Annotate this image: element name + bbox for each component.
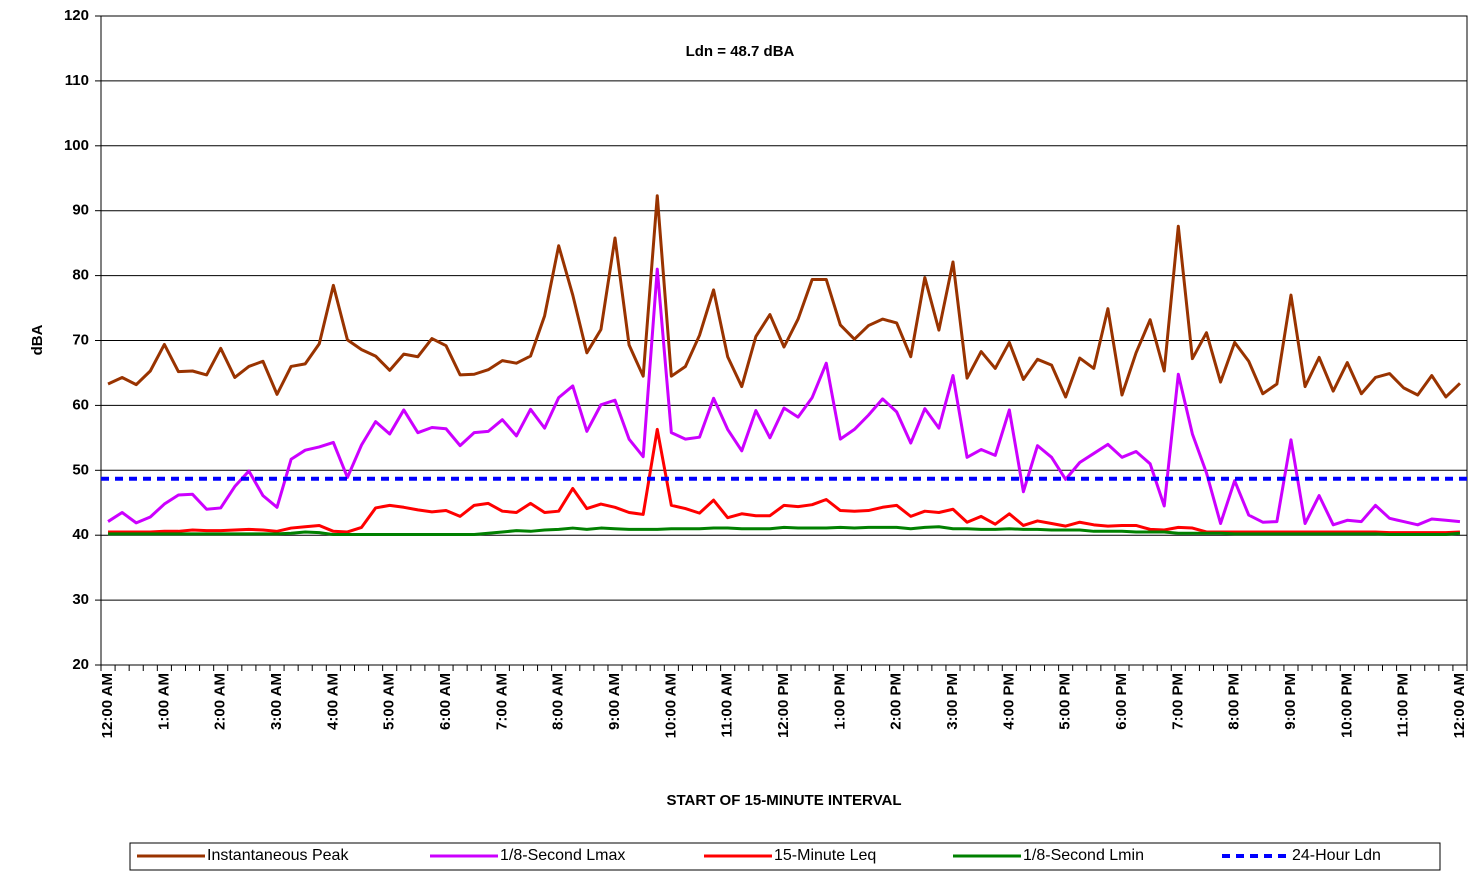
x-tick-label: 3:00 PM — [944, 673, 961, 730]
series-line — [107, 267, 1461, 527]
x-tick-label: 4:00 PM — [1000, 673, 1017, 730]
legend-label: 15-Minute Leq — [774, 847, 876, 864]
annotation: Ldn = 48.7 dBA — [686, 43, 795, 60]
y-tick-label: 20 — [72, 656, 89, 673]
y-tick-label: 110 — [65, 72, 89, 89]
legend-box — [129, 842, 1441, 871]
y-tick-label: 60 — [72, 396, 89, 413]
x-tick-label: 11:00 AM — [719, 673, 736, 737]
y-tick-label: 30 — [72, 591, 89, 608]
series-line — [107, 194, 1462, 399]
x-tick-label: 1:00 PM — [831, 673, 848, 730]
legend-label: 24-Hour Ldn — [1292, 847, 1381, 864]
x-tick-label: 7:00 PM — [1169, 673, 1186, 730]
x-tick-label: 7:00 AM — [493, 673, 510, 730]
x-tick-label: 2:00 PM — [888, 673, 905, 730]
x-tick-label: 1:00 AM — [155, 673, 172, 730]
x-tick-label: 12:00 AM — [1451, 673, 1468, 738]
x-tick-label: 9:00 AM — [606, 673, 623, 730]
x-tick-label: 12:00 PM — [775, 673, 792, 738]
x-tick-label: 5:00 PM — [1057, 673, 1074, 730]
legend-label: 1/8-Second Lmax — [500, 847, 625, 864]
x-tick-label: 10:00 AM — [662, 673, 679, 738]
y-tick-label: 100 — [64, 137, 89, 154]
y-axis-title: dBA — [29, 324, 46, 355]
x-tick-label: 12:00 AM — [99, 673, 116, 738]
x-tick-label: 8:00 AM — [550, 673, 567, 730]
x-tick-label: 6:00 PM — [1113, 673, 1130, 730]
y-tick-label: 90 — [72, 202, 89, 219]
x-tick-label: 5:00 AM — [381, 673, 398, 730]
x-tick-label: 6:00 AM — [437, 673, 454, 730]
series-line — [108, 525, 1461, 537]
x-tick-label: 2:00 AM — [212, 673, 229, 730]
x-axis-title: START OF 15-MINUTE INTERVAL — [666, 792, 901, 809]
y-tick-label: 80 — [72, 267, 89, 284]
y-tick-label: 70 — [72, 331, 89, 348]
legend-label: 1/8-Second Lmin — [1023, 847, 1144, 864]
x-tick-label: 4:00 AM — [324, 673, 341, 730]
plot-border — [100, 15, 1468, 666]
y-tick-label: 120 — [64, 7, 89, 24]
x-tick-label: 11:00 PM — [1395, 673, 1412, 737]
x-tick-label: 8:00 PM — [1226, 673, 1243, 730]
y-tick-label: 50 — [72, 461, 89, 478]
x-tick-label: 10:00 PM — [1338, 673, 1355, 738]
x-tick-label: 9:00 PM — [1282, 673, 1299, 730]
x-tick-label: 3:00 AM — [268, 673, 285, 730]
y-tick-label: 40 — [72, 526, 89, 543]
legend-label: Instantaneous Peak — [207, 847, 349, 864]
series-line — [108, 427, 1461, 535]
